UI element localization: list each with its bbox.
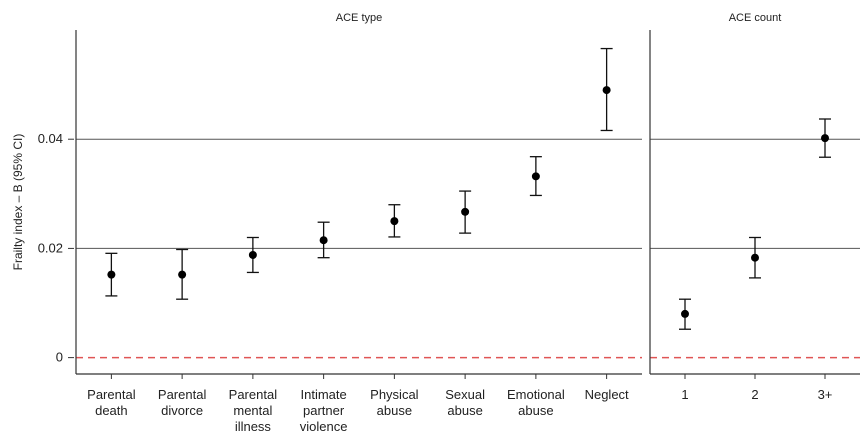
x-tick-label: Sexual abuse [445, 387, 485, 418]
point-estimate [821, 134, 829, 143]
point-estimate [178, 270, 187, 279]
x-tick-label: Physical abuse [370, 387, 419, 418]
y-tick-label: 0.04 [38, 131, 63, 146]
y-tick-label: 0.02 [38, 240, 63, 255]
y-axis-title: Frailty index – B (95% CI) [11, 134, 25, 271]
x-tick-label: Parental mental illness [229, 387, 278, 434]
point-estimate [531, 172, 540, 181]
point-estimate [390, 217, 399, 226]
point-estimate [248, 250, 257, 259]
point-estimate [681, 309, 689, 318]
panel-title: ACE count [729, 12, 782, 24]
point-estimate [107, 270, 116, 279]
x-tick-label: 2 [751, 387, 758, 402]
x-tick-label: Emotional abuse [507, 387, 565, 418]
point-estimate [602, 86, 611, 95]
x-tick-label: Intimate partner violence [300, 387, 348, 434]
panel-title: ACE type [336, 12, 382, 24]
x-tick-label: Parental divorce [158, 387, 207, 418]
x-tick-label: 1 [681, 387, 688, 402]
point-estimate [461, 207, 470, 216]
x-tick-label: Neglect [585, 387, 629, 402]
x-tick-label: Parental death [87, 387, 136, 418]
y-tick-label: 0 [56, 350, 63, 365]
point-estimate [751, 253, 759, 262]
point-estimate [319, 236, 328, 245]
x-tick-label: 3+ [818, 387, 833, 402]
